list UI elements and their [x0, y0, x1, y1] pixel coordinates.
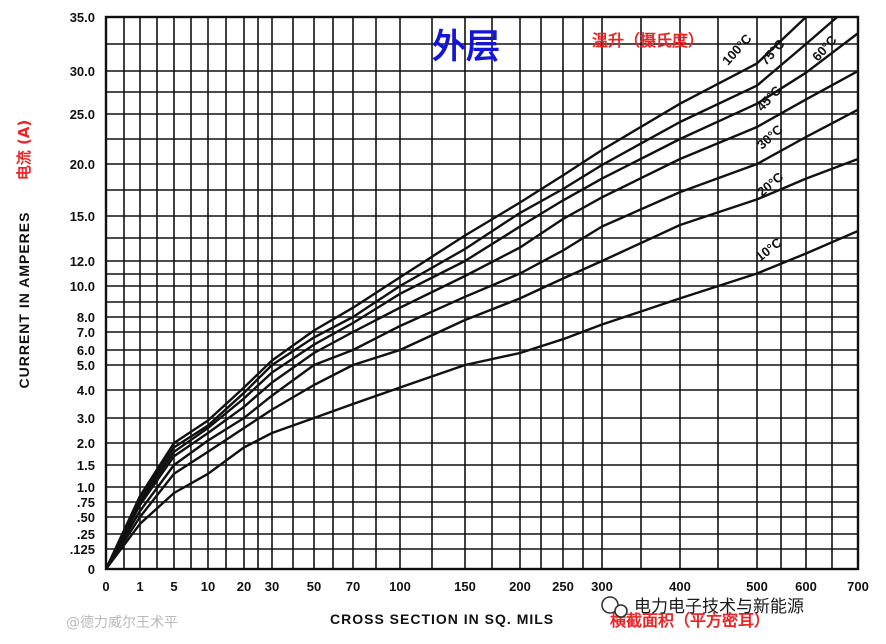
- x-tick-label: 400: [669, 579, 691, 594]
- y-tick-label: 2.0: [77, 436, 95, 451]
- x-tick-labels: 0 1 5 10 20 30 50 70 100 150 200 250 300 400 500 600 700: [102, 579, 868, 594]
- y-tick-label: 35.0: [70, 10, 95, 25]
- series-line-20c: [106, 157, 858, 569]
- y-tick-label: .125: [70, 542, 95, 557]
- x-tick-label: 600: [795, 579, 817, 594]
- x-tick-label: 500: [746, 579, 768, 594]
- y-tick-label: 0: [88, 562, 95, 577]
- x-tick-label: 200: [509, 579, 531, 594]
- x-tick-label: 150: [454, 579, 476, 594]
- y-tick-label: 20.0: [70, 157, 95, 172]
- y-tick-label: 5.0: [77, 358, 95, 373]
- series-line-75c: [106, 17, 838, 569]
- y-axis-label: CURRENT IN AMPERES: [16, 212, 32, 389]
- y-tick-label: 1.5: [77, 458, 95, 473]
- y-tick-label: 6.0: [77, 343, 95, 358]
- y-tick-label: 30.0: [70, 64, 95, 79]
- x-tick-label: 30: [265, 579, 279, 594]
- x-tick-label: 50: [307, 579, 321, 594]
- x-tick-label: 70: [346, 579, 360, 594]
- x-tick-label: 10: [201, 579, 215, 594]
- y-tick-label: .50: [77, 510, 95, 525]
- y-tick-label: .75: [77, 495, 95, 510]
- series-line-100c: [106, 17, 807, 569]
- series-line-30c: [106, 108, 858, 569]
- watermark-left: @德力威尔王术平: [66, 615, 178, 631]
- y-axis-label-cn: 电流 (A): [15, 120, 33, 181]
- plot-border: [104, 15, 860, 571]
- y-tick-label: 8.0: [77, 310, 95, 325]
- series-line-60c: [106, 32, 858, 569]
- y-tick-label: .25: [77, 527, 95, 542]
- y-tick-label: 25.0: [70, 107, 95, 122]
- watermark-right: 电力电子技术与新能源: [634, 597, 804, 617]
- series-line-10c: [106, 229, 858, 569]
- y-tick-label: 3.0: [77, 411, 95, 426]
- x-tick-label: 700: [847, 579, 869, 594]
- x-tick-label: 20: [237, 579, 251, 594]
- y-tick-labels: 0 .125.25 .50.751.0 1.5 2.0 3.0 4.0 5.06.0 7.08.…: [70, 10, 95, 577]
- x-tick-label: 1: [136, 579, 143, 594]
- x-axis-label-cn: 横截面积（平方密耳）: [610, 611, 770, 630]
- chart-title: 外层: [432, 27, 500, 67]
- x-tick-label: 5: [170, 579, 177, 594]
- y-tick-label: 4.0: [77, 383, 95, 398]
- x-axis-label: CROSS SECTION IN SQ. MILS: [330, 611, 554, 627]
- x-tick-label: 100: [389, 579, 411, 594]
- x-tick-label: 250: [552, 579, 574, 594]
- legend-title: 温升（摄氏度）: [591, 31, 704, 50]
- y-tick-label: 15.0: [70, 209, 95, 224]
- y-tick-label: 10.0: [70, 279, 95, 294]
- wechat-icon: [601, 596, 628, 618]
- series-layer: [106, 17, 858, 569]
- y-tick-label: 7.0: [77, 325, 95, 340]
- series-line-45c: [106, 69, 858, 569]
- y-tick-label: 12.0: [70, 254, 95, 269]
- x-tick-label: 0: [102, 579, 109, 594]
- y-tick-label: 1.0: [77, 480, 95, 495]
- x-tick-label: 300: [591, 579, 613, 594]
